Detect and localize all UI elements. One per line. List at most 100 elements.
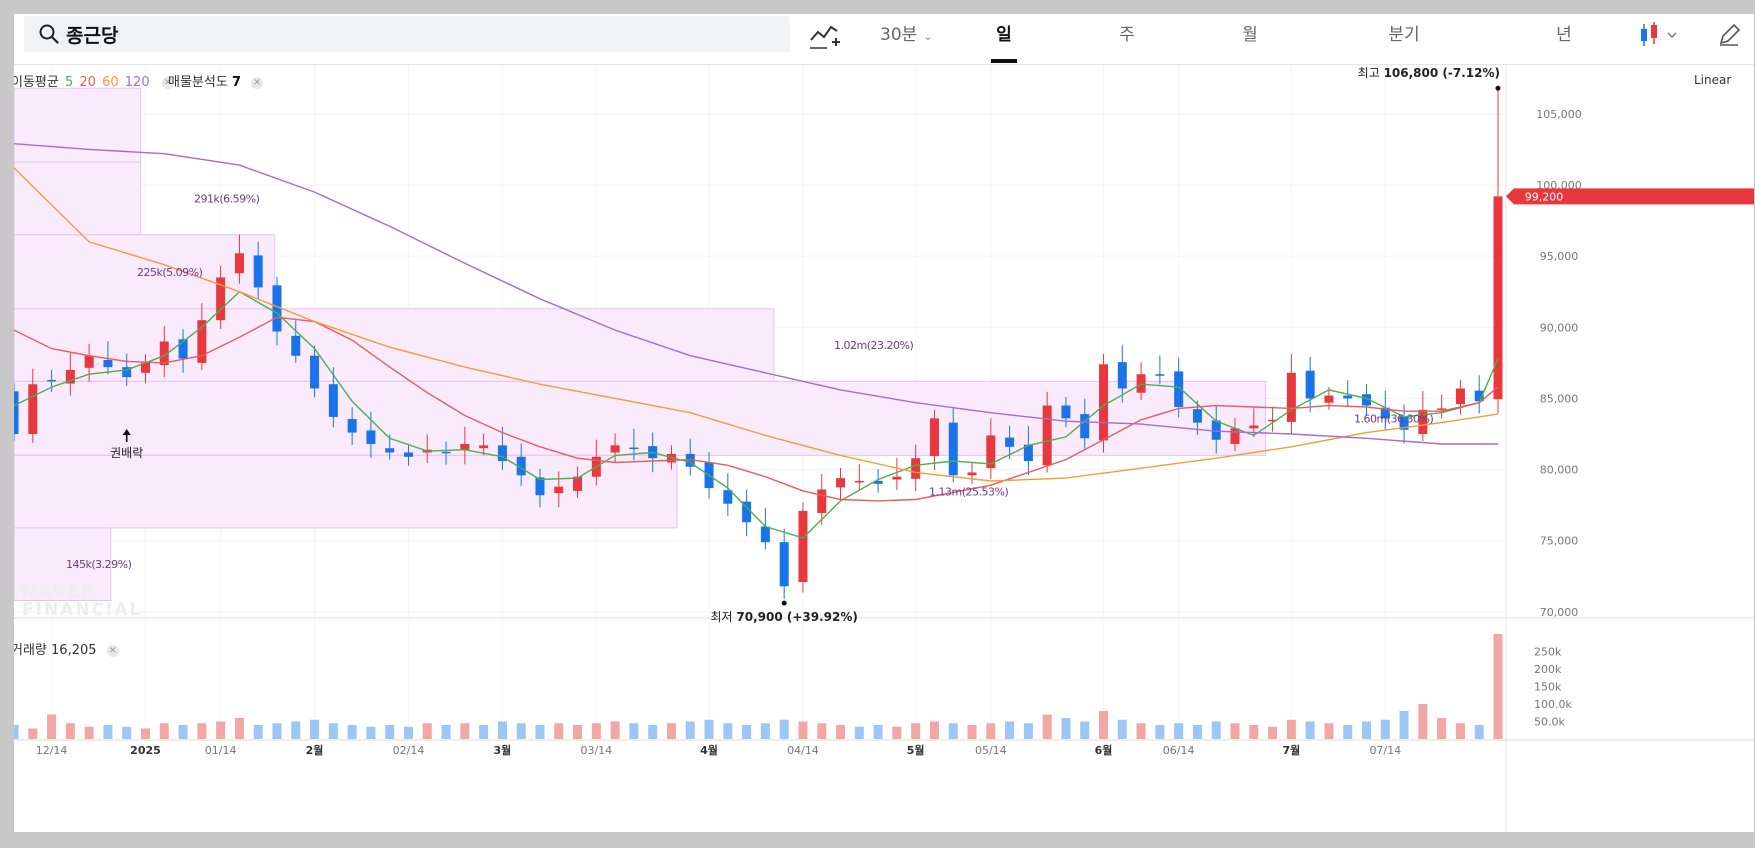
candle-body bbox=[723, 490, 733, 504]
drawing-tool-button[interactable] bbox=[1714, 20, 1744, 50]
ma-60-line bbox=[14, 167, 1499, 482]
time-tick-label: 6월 bbox=[1095, 743, 1113, 757]
interval-selected: 30분 bbox=[880, 25, 918, 45]
volume-bar bbox=[1399, 711, 1409, 739]
high-annotation: 최고 106,800 (-7.12%) bbox=[1358, 66, 1500, 80]
volume-tick-label: 200k bbox=[1534, 663, 1562, 676]
volume-profile-label: 291k(6.59%) bbox=[194, 193, 260, 206]
volume-profile-bar bbox=[14, 527, 112, 602]
volume-bar bbox=[310, 719, 320, 739]
time-tick-label: 2025 bbox=[130, 744, 161, 757]
volume-bar bbox=[535, 725, 545, 739]
time-tick-label: 01/14 bbox=[205, 744, 237, 757]
volume-tick-label: 50.0k bbox=[1534, 716, 1565, 729]
volume-bar bbox=[385, 725, 395, 739]
candle-body bbox=[760, 526, 770, 543]
volume-bar bbox=[967, 725, 977, 739]
close-icon[interactable]: ✕ bbox=[106, 645, 119, 657]
interval-dropdown[interactable]: 30분 ⌄ bbox=[880, 20, 933, 45]
candle-body bbox=[1437, 408, 1447, 410]
volume-bar bbox=[723, 723, 733, 739]
volume-profile-label: 1.13m(25.53%) bbox=[929, 486, 1008, 499]
tab-day[interactable]: 일 bbox=[996, 25, 1012, 45]
close-icon[interactable]: ✕ bbox=[251, 77, 264, 89]
volume-bar bbox=[1305, 721, 1315, 739]
time-tick-label: 03/14 bbox=[580, 744, 612, 757]
last-price-label: 99,200 bbox=[1525, 190, 1564, 203]
watermark-text: FINANCIAL bbox=[22, 600, 142, 620]
time-tick-label: 04/14 bbox=[787, 744, 819, 757]
volume-bar bbox=[328, 723, 338, 739]
volume-bar bbox=[779, 719, 789, 739]
volume-bar bbox=[441, 725, 451, 739]
scale-mode-toggle[interactable]: Linear bbox=[1694, 73, 1732, 87]
volume-profile-label: 1.02m(23.20%) bbox=[834, 339, 913, 352]
volume-bar bbox=[460, 723, 470, 739]
candle-body bbox=[1042, 405, 1052, 466]
volume-bar bbox=[666, 723, 676, 739]
candle-body bbox=[460, 443, 470, 451]
volume-bar bbox=[291, 721, 301, 739]
candle-body bbox=[1230, 428, 1240, 444]
tab-week[interactable]: 주 bbox=[1119, 25, 1135, 45]
candle-body bbox=[1286, 372, 1296, 422]
volume-bar bbox=[216, 721, 226, 739]
price-tick-label: 85,000 bbox=[1540, 392, 1579, 405]
candle-body bbox=[554, 486, 564, 494]
volume-bar bbox=[272, 723, 282, 739]
candlestick-icon bbox=[1641, 22, 1677, 46]
candle-body bbox=[1117, 362, 1127, 389]
volume-legend[interactable]: 거래량 16,205 ✕ bbox=[14, 639, 119, 658]
volume-bar bbox=[1023, 723, 1033, 739]
volume-profile-bar bbox=[14, 234, 276, 310]
candle-body bbox=[479, 445, 489, 449]
candle-body bbox=[1474, 390, 1484, 402]
price-tick-label: 75,000 bbox=[1540, 535, 1579, 548]
volume-bar bbox=[497, 721, 507, 739]
volume-bar bbox=[479, 725, 489, 739]
volume-bar bbox=[140, 728, 150, 739]
stock-search-box[interactable]: 종근당 bbox=[24, 16, 790, 52]
volume-bar bbox=[47, 714, 57, 739]
volume-bar bbox=[366, 726, 376, 739]
candle-body bbox=[911, 458, 921, 479]
candle-body bbox=[573, 476, 583, 491]
moving-average-legend[interactable]: 이동평균 5 20 60 120 ✕ bbox=[14, 71, 176, 90]
chart-type-dropdown[interactable] bbox=[1638, 20, 1682, 50]
high-marker bbox=[1495, 85, 1501, 91]
candle-body bbox=[836, 478, 846, 488]
volume-bar bbox=[103, 725, 113, 739]
candle-body bbox=[1099, 364, 1109, 441]
candle-body bbox=[1192, 409, 1202, 423]
tab-quarter[interactable]: 분기 bbox=[1388, 25, 1420, 45]
candle-body bbox=[685, 453, 695, 467]
volume-title: 거래량 bbox=[14, 643, 47, 658]
candle-body bbox=[366, 430, 376, 444]
volume-bar bbox=[760, 723, 770, 739]
time-tick-label: 12/14 bbox=[36, 744, 68, 757]
tab-year[interactable]: 년 bbox=[1556, 25, 1572, 45]
candle-body bbox=[948, 422, 958, 476]
close-icon[interactable]: ✕ bbox=[161, 77, 174, 89]
candle-body bbox=[779, 542, 789, 587]
time-tick-label: 3월 bbox=[494, 743, 512, 757]
tab-month[interactable]: 월 bbox=[1242, 25, 1258, 45]
time-tick-label: 05/14 bbox=[975, 744, 1007, 757]
volume-profile-legend[interactable]: 매물분석도 7 ✕ bbox=[168, 71, 264, 90]
volume-bar bbox=[1117, 719, 1127, 739]
search-query: 종근당 bbox=[66, 25, 119, 47]
candle-body bbox=[1080, 414, 1090, 439]
candle-body bbox=[1268, 419, 1278, 422]
volume-bar bbox=[704, 719, 714, 739]
candle-body bbox=[742, 501, 752, 523]
ma-5-line bbox=[14, 290, 1499, 539]
volume-bar bbox=[554, 723, 564, 739]
indicator-add-button[interactable] bbox=[809, 22, 843, 50]
volume-bar bbox=[986, 723, 996, 739]
candle-body bbox=[403, 452, 413, 457]
price-tick-label: 90,000 bbox=[1540, 321, 1579, 334]
price-tick-label: 105,000 bbox=[1536, 108, 1582, 121]
volume-bar bbox=[1362, 721, 1372, 739]
time-tick-label: 06/14 bbox=[1163, 744, 1195, 757]
